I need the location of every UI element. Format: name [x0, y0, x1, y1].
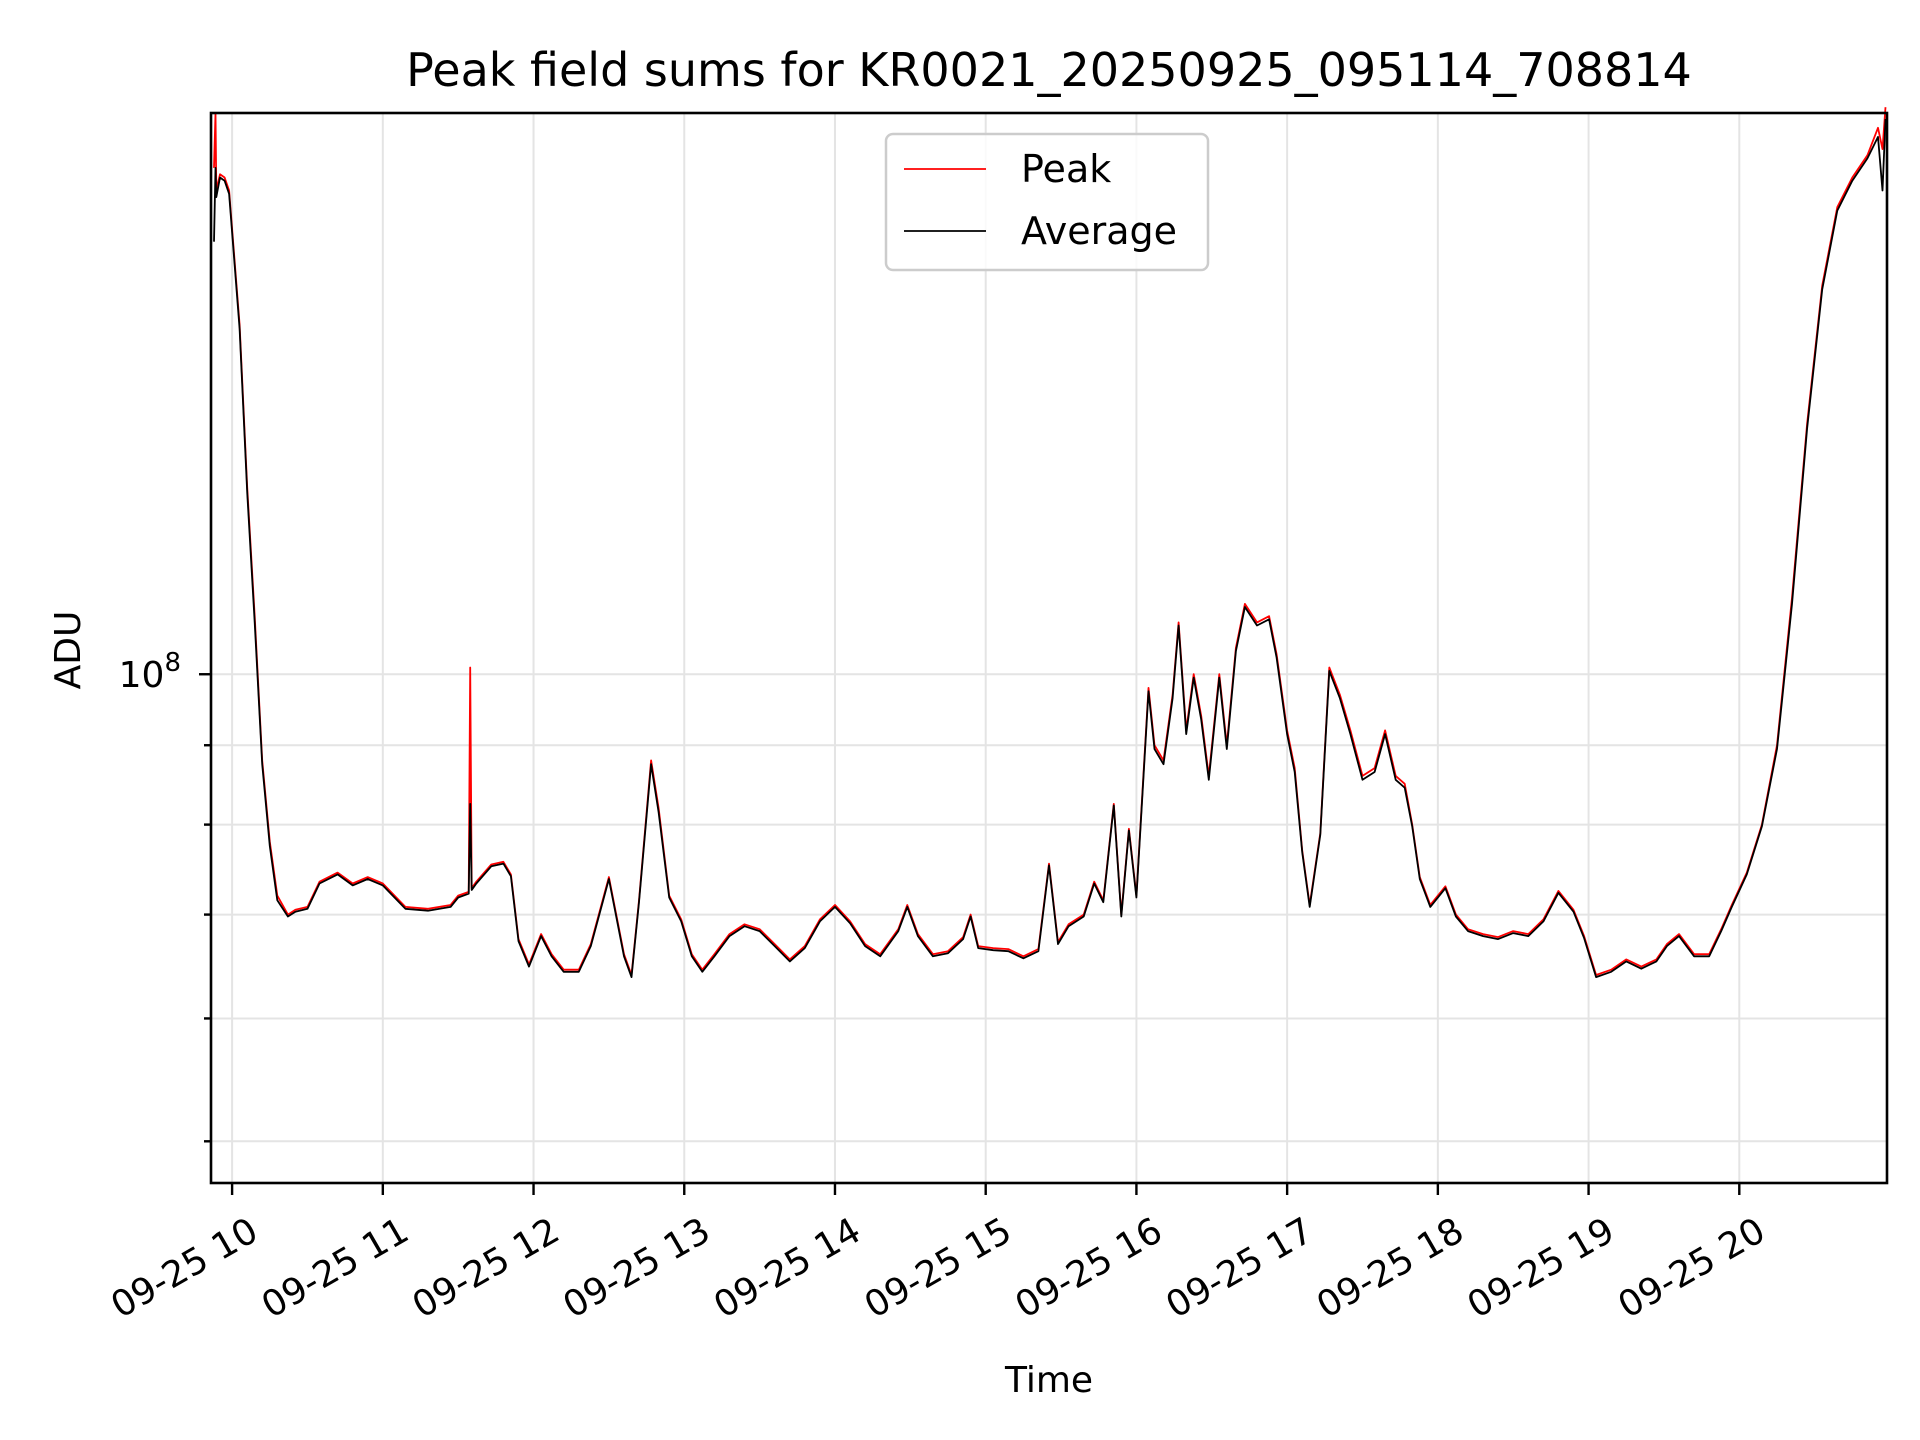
legend-label-peak: Peak [1021, 147, 1111, 191]
legend: Peak Average [884, 132, 1210, 272]
series-line-average [213, 118, 1887, 978]
x-tick-label: 09-25 10 [104, 1210, 265, 1326]
series-layer [213, 107, 1887, 978]
y-tick-label-base: 10 [119, 655, 165, 696]
x-tick-label: 09-25 20 [1612, 1210, 1773, 1326]
x-tick-label: 09-25 15 [858, 1210, 1019, 1326]
x-tick-label: 09-25 11 [255, 1210, 416, 1326]
grid [211, 113, 1887, 1183]
x-tick-label: 09-25 14 [707, 1210, 868, 1326]
y-tick-label-exponent: 8 [164, 648, 181, 678]
legend-label-average: Average [1021, 209, 1177, 253]
x-tick-label: 09-25 18 [1310, 1210, 1471, 1326]
x-tick-label: 09-25 13 [556, 1210, 717, 1326]
legend-box [884, 132, 1210, 272]
x-tick-label: 09-25 16 [1009, 1210, 1170, 1326]
x-tick-label: 09-25 12 [406, 1210, 567, 1326]
y-axis: 108 [119, 648, 211, 1143]
y-axis-label: ADU [48, 611, 89, 690]
x-axis-label: Time [1004, 1360, 1093, 1401]
x-tick-label: 09-25 19 [1461, 1210, 1622, 1326]
plot-frame [209, 111, 1889, 1185]
chart-title: Peak field sums for KR0021_20250925_0951… [406, 43, 1692, 97]
x-tick-label: 09-25 17 [1159, 1210, 1320, 1326]
y-tick-label: 108 [119, 648, 181, 696]
